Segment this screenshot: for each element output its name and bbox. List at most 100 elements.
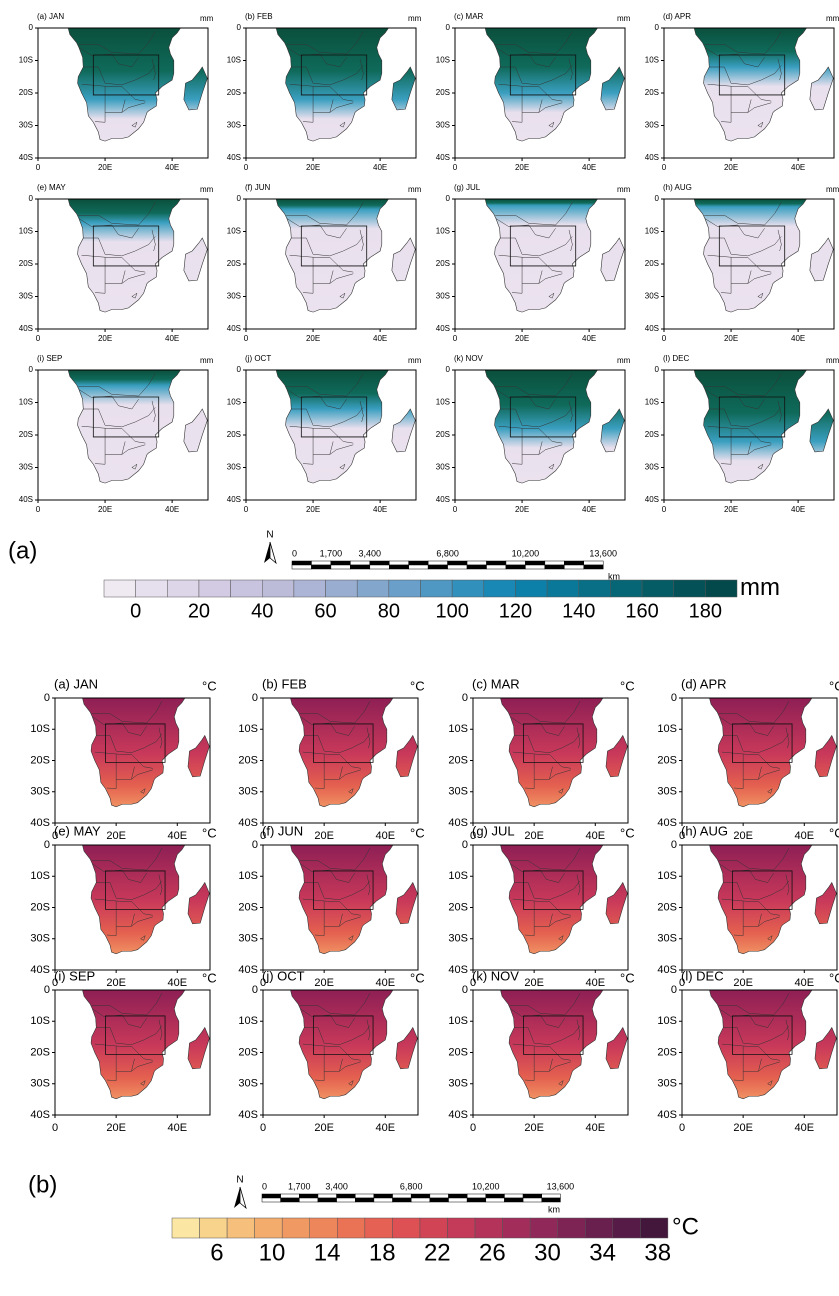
legend: (a) N 0 1,700 3,400 6,800 10,200 13,600 km 0 20 40 6… bbox=[8, 530, 780, 623]
y-tick-label: 10S bbox=[227, 227, 241, 236]
y-tick-label: 30S bbox=[645, 292, 659, 301]
panel-unit: mm bbox=[408, 14, 422, 23]
y-tick-label: 10S bbox=[19, 227, 33, 236]
scale-segment bbox=[330, 560, 351, 566]
scale-segment bbox=[299, 1197, 319, 1203]
y-tick-label: 20S bbox=[657, 901, 677, 913]
colorbar-box bbox=[281, 1217, 311, 1239]
map-panel: (h) AUG °C 0 20E 40E 0 10S 20S 30S 40S bbox=[657, 823, 839, 988]
panel-unit: mm bbox=[200, 185, 214, 194]
map-panel: (a) JAN °C 0 20E 40E 0 10S 20S 30S 40S bbox=[30, 676, 216, 841]
scale-label: 10,200 bbox=[472, 1181, 500, 1191]
x-tick-label: 20E bbox=[306, 163, 320, 172]
map bbox=[499, 845, 628, 955]
y-tick-label: 0 bbox=[237, 23, 242, 32]
scale-segment bbox=[350, 560, 371, 566]
y-tick-label: 0 bbox=[462, 692, 468, 704]
map bbox=[484, 199, 625, 314]
y-tick-label: 0 bbox=[655, 23, 660, 32]
scale-segment bbox=[583, 560, 604, 566]
x-tick-label: 40E bbox=[585, 1122, 605, 1134]
map bbox=[484, 28, 625, 143]
map-panel: (l) DEC mm 0 20E 40E 0 10S 20S 30S 40S bbox=[645, 354, 839, 514]
map-panel: (e) MAY °C 0 20E 40E 0 10S 20S 30S 40S bbox=[30, 823, 216, 988]
colorbar-box bbox=[103, 579, 136, 598]
island bbox=[187, 881, 210, 925]
x-tick-label: 20E bbox=[724, 505, 738, 514]
x-tick-label: 20E bbox=[98, 163, 112, 172]
y-tick-label: 20S bbox=[645, 430, 659, 439]
map-panel: (f) JUN mm 0 20E 40E 0 10S 20S 30S 40S bbox=[227, 183, 422, 343]
x-tick-label: 0 bbox=[36, 334, 41, 343]
y-tick-label: 40S bbox=[30, 1109, 50, 1121]
x-tick-label: 40E bbox=[373, 505, 387, 514]
x-tick-label: 0 bbox=[662, 505, 667, 514]
panel-unit: mm bbox=[408, 356, 422, 365]
y-tick-label: 40S bbox=[436, 495, 450, 504]
map bbox=[275, 28, 416, 143]
y-tick-label: 20S bbox=[19, 88, 33, 97]
colorbar-label: 80 bbox=[378, 600, 400, 622]
island bbox=[605, 881, 628, 925]
x-tick-label: 40E bbox=[375, 1122, 395, 1134]
scale-segment bbox=[564, 564, 584, 570]
scale-segment bbox=[544, 560, 565, 566]
y-tick-label: 30S bbox=[227, 463, 241, 472]
x-tick-label: 20E bbox=[524, 1122, 544, 1134]
x-tick-label: 40E bbox=[585, 830, 605, 842]
panel-title: (j) OCT bbox=[245, 354, 271, 363]
island bbox=[808, 407, 834, 453]
map-panel: (c) MAR mm 0 20E 40E 0 10S 20S 30S 40S bbox=[436, 12, 631, 172]
map-panel: (i) SEP °C 0 20E 40E 0 10S 20S 30S 40S bbox=[30, 968, 216, 1133]
panel-unit: °C bbox=[829, 970, 839, 985]
y-tick-label: 30S bbox=[19, 121, 33, 130]
y-tick-label: 10S bbox=[19, 398, 33, 407]
panel-title: (e) MAY bbox=[37, 183, 66, 192]
x-tick-label: 0 bbox=[244, 163, 249, 172]
colorbar-box bbox=[325, 579, 358, 598]
panel-unit: mm bbox=[617, 185, 631, 194]
colorbar-box bbox=[356, 579, 390, 598]
x-tick-label: 40E bbox=[791, 505, 805, 514]
colorbar-box bbox=[515, 579, 548, 598]
panel-title: (f) JUN bbox=[262, 823, 303, 838]
x-tick-label: 0 bbox=[36, 163, 41, 172]
scale-label: 13,600 bbox=[547, 1181, 575, 1191]
y-tick-label: 30S bbox=[657, 786, 677, 798]
study-box bbox=[510, 397, 575, 437]
panel-title: (l) DEC bbox=[663, 354, 689, 363]
panel-unit: mm bbox=[200, 14, 214, 23]
scale-segment bbox=[280, 1197, 300, 1203]
panel-unit: °C bbox=[829, 678, 839, 693]
study-box bbox=[510, 55, 575, 95]
north-arrow bbox=[264, 542, 270, 563]
x-tick-label: 0 bbox=[244, 505, 249, 514]
x-tick-label: 40E bbox=[165, 163, 179, 172]
north-arrow bbox=[269, 541, 277, 565]
colorbar-box bbox=[226, 1217, 255, 1239]
x-tick-label: 20E bbox=[314, 1122, 334, 1134]
map bbox=[484, 370, 625, 485]
y-tick-label: 20S bbox=[30, 901, 50, 913]
island bbox=[814, 734, 837, 778]
map bbox=[81, 698, 210, 808]
scale-segment bbox=[311, 560, 332, 566]
colorbar-box bbox=[199, 1217, 228, 1239]
colorbar-box bbox=[612, 1217, 641, 1239]
y-tick-label: 20S bbox=[657, 754, 677, 766]
y-tick-label: 0 bbox=[237, 365, 242, 374]
scale-segment bbox=[541, 1193, 561, 1199]
colorbar-box bbox=[502, 1217, 531, 1239]
scale-segment bbox=[504, 1197, 524, 1203]
y-tick-label: 30S bbox=[227, 121, 241, 130]
x-tick-label: 0 bbox=[52, 977, 58, 989]
colorbar-box bbox=[135, 579, 168, 598]
x-tick-label: 20E bbox=[515, 334, 529, 343]
y-tick-label: 10S bbox=[227, 398, 241, 407]
island bbox=[814, 1026, 837, 1070]
scale-segment bbox=[448, 1193, 468, 1199]
scale-segment bbox=[291, 560, 312, 566]
x-tick-label: 40E bbox=[794, 977, 814, 989]
map-panel: (k) NOV °C 0 20E 40E 0 10S 20S 30S 40S bbox=[448, 968, 634, 1133]
y-tick-label: 10S bbox=[30, 1015, 50, 1027]
